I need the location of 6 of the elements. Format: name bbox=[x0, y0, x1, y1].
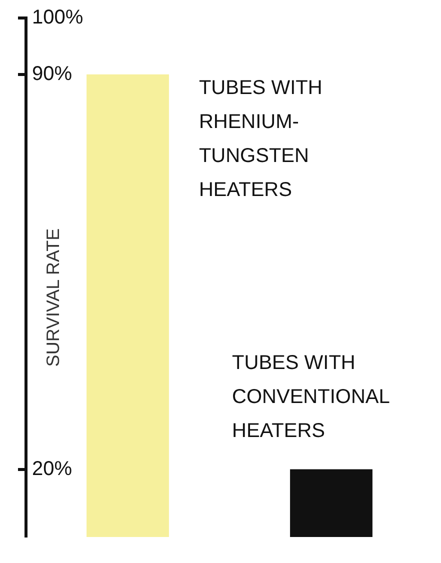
y-axis-title: SURVIVAL RATE bbox=[42, 228, 63, 367]
y-tick-label: 90% bbox=[32, 62, 72, 85]
y-tick-label: 20% bbox=[32, 458, 72, 480]
annotation: TUBES WITH RHENIUM-TUNGSTEN HEATERS bbox=[198, 76, 322, 201]
annotation: TUBES WITH CONVENTIONAL HEATERS bbox=[232, 352, 390, 442]
y-tick-label: 100% bbox=[32, 6, 84, 29]
